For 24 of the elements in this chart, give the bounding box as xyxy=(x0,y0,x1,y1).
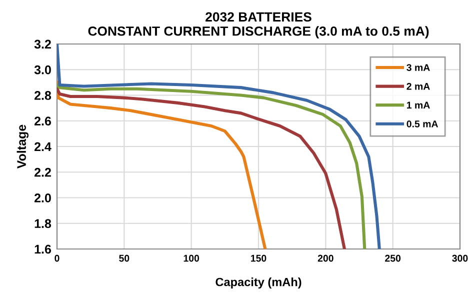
y-tick-label: 2.6 xyxy=(34,116,51,126)
y-axis-title: Voltage xyxy=(16,124,29,169)
y-tick-label: 3.0 xyxy=(34,65,51,74)
x-tick-label: 300 xyxy=(452,254,468,262)
legend-label: 0.5 mA xyxy=(406,120,438,128)
line-series xyxy=(57,80,267,249)
y-tick-label: 3.2 xyxy=(34,40,51,49)
x-tick-label: 50 xyxy=(119,254,130,262)
x-tick-label: 200 xyxy=(318,254,334,262)
y-tick-label: 1.8 xyxy=(34,219,52,228)
x-axis-title: Capacity (mAh) xyxy=(216,278,302,289)
y-tick-label: 2.4 xyxy=(34,142,52,152)
y-tick-label: 2.2 xyxy=(34,168,51,177)
legend-label: 1 mA xyxy=(406,102,430,108)
y-tick-label: 1.6 xyxy=(34,244,51,254)
x-tick-label: 250 xyxy=(385,254,401,262)
y-tick-label: 2.8 xyxy=(34,91,52,100)
y-tick-label: 2.0 xyxy=(34,194,51,202)
x-tick-label: 0 xyxy=(54,254,60,262)
x-tick-label: 100 xyxy=(184,254,200,262)
x-tick-label: 150 xyxy=(251,254,266,262)
legend-label: 3 mA xyxy=(406,64,430,72)
legend-label: 2 mA xyxy=(406,82,430,90)
chart-title: 2032 BATTERIES CONSTANT CURRENT DISCHARGE (3.0 mA to 0.5 mA) xyxy=(88,12,429,38)
